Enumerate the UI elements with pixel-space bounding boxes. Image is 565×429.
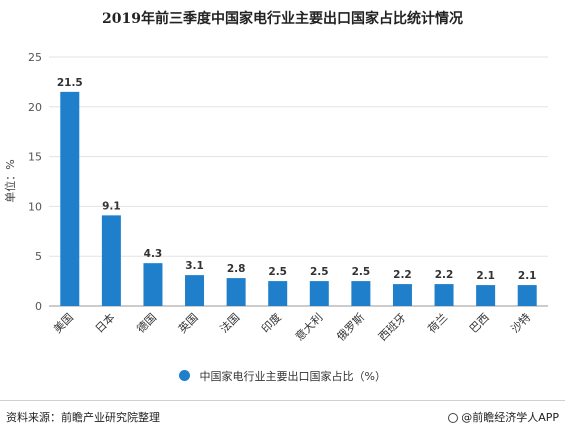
- data-label: 2.5: [268, 266, 287, 278]
- data-label: 2.1: [476, 270, 495, 282]
- bar: [392, 284, 412, 306]
- bar: [476, 285, 496, 306]
- data-label: 3.1: [185, 260, 204, 272]
- bar: [143, 263, 163, 306]
- y-tick-label: 25: [28, 51, 42, 64]
- data-label: 2.5: [310, 266, 329, 278]
- copyright-icon: [448, 413, 459, 423]
- bar: [101, 215, 121, 306]
- x-tick-label: 英国: [175, 310, 200, 335]
- x-tick-label: 西班牙: [376, 311, 409, 344]
- data-label: 2.2: [435, 269, 454, 281]
- brand-label: @前瞻经济学人APP: [461, 411, 559, 424]
- data-label: 2.2: [393, 269, 412, 281]
- x-tick-label: 美国: [51, 311, 76, 336]
- x-tick-label: 德国: [134, 310, 159, 335]
- x-tick-label: 意大利: [292, 310, 325, 343]
- y-tick-label: 15: [28, 151, 42, 164]
- x-tick-label: 法国: [217, 310, 242, 335]
- source-note: 资料来源：前瞻产业研究院整理: [6, 411, 160, 424]
- x-tick-label: 沙特: [508, 310, 533, 335]
- brand: @前瞻经济学人APP: [448, 409, 559, 425]
- bar: [268, 281, 288, 306]
- y-tick-label: 20: [28, 101, 42, 114]
- y-axis-label: 单位：%: [3, 159, 17, 202]
- legend-marker-icon: [179, 370, 191, 381]
- y-tick-label: 0: [35, 300, 42, 313]
- chart-title: 2019年前三季度中国家电行业主要出口国家占比统计情况: [102, 11, 463, 27]
- x-tick-label: 日本: [92, 310, 117, 335]
- legend: 中国家电行业主要出口国家占比（%）: [0, 368, 565, 384]
- x-tick-label: 印度: [258, 310, 283, 335]
- x-tick-label: 俄罗斯: [334, 311, 367, 344]
- data-label: 2.8: [227, 263, 246, 275]
- data-label: 2.5: [352, 266, 371, 278]
- data-label: 21.5: [57, 77, 83, 89]
- bar: [434, 284, 454, 306]
- data-label: 2.1: [518, 270, 537, 282]
- y-tick-label: 5: [35, 250, 42, 263]
- bar: [517, 285, 537, 306]
- legend-label: 中国家电行业主要出口国家占比（%）: [199, 370, 386, 383]
- data-label: 4.3: [144, 248, 163, 260]
- bar: [309, 281, 329, 306]
- bar: [60, 91, 80, 306]
- x-tick-label: 荷兰: [425, 311, 450, 336]
- x-tick-label: 巴西: [467, 311, 492, 336]
- bar-chart: 0 5 10 15 20 25 单位：% 21.5 美国 9.1 日本 4.3 德国 3.1 英国 2.8 法国…: [3, 51, 548, 344]
- data-label: 9.1: [102, 200, 121, 212]
- footer: 资料来源：前瞻产业研究院整理 @前瞻经济学人APP: [0, 400, 565, 429]
- bar: [185, 275, 205, 306]
- y-tick-label: 10: [28, 200, 42, 213]
- bar: [351, 281, 371, 306]
- bar: [226, 278, 246, 306]
